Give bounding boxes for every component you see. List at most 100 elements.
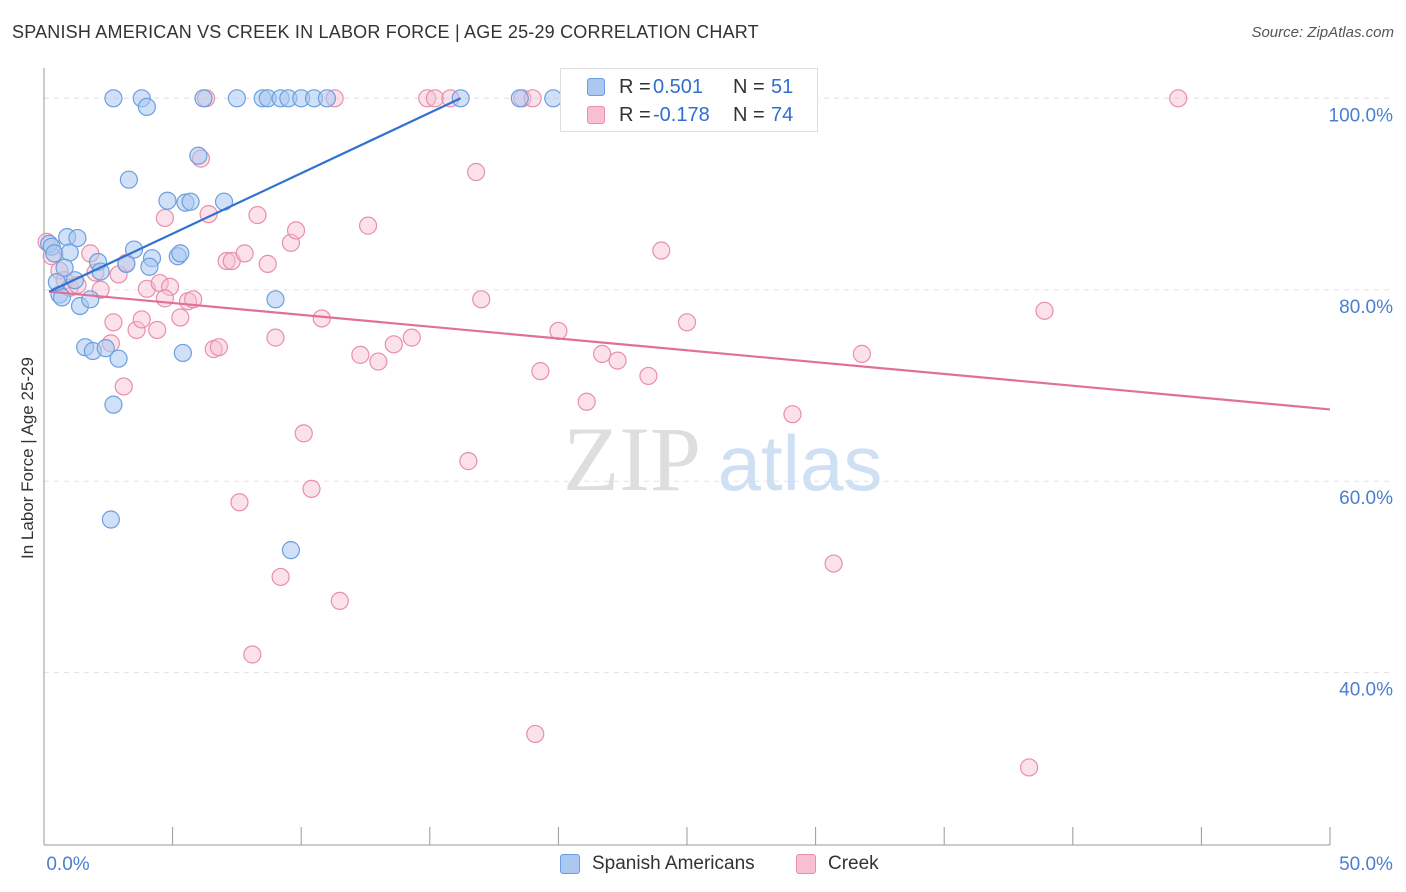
creek-point: [148, 320, 167, 340]
creek-point: [852, 344, 871, 363]
spanish-american-point: [45, 244, 64, 263]
creek-point: [783, 405, 802, 424]
y-tick-label: 100.0%: [1329, 105, 1394, 126]
legend-row-creek: R = -0.178 N = 74: [561, 101, 817, 127]
spanish-american-point: [137, 97, 156, 117]
creek-point: [1169, 89, 1188, 108]
spanish-american-point: [101, 510, 120, 529]
y-tick-label: 80.0%: [1339, 297, 1393, 318]
creek-point: [1019, 758, 1039, 777]
spanish-american-point: [317, 89, 337, 108]
creek-point: [402, 328, 421, 347]
spanish-american-point: [81, 290, 100, 309]
legend-r-label: R =: [619, 104, 651, 126]
creek-point: [369, 352, 388, 371]
trend-lines: [48, 97, 1331, 411]
creek-point: [302, 479, 321, 498]
creek-point: [351, 345, 370, 364]
legend-r-value: -0.178: [653, 104, 710, 126]
creek-point: [472, 290, 491, 309]
chart-title: SPANISH AMERICAN VS CREEK IN LABOR FORCE…: [12, 22, 759, 42]
x-tick-label: 0.0%: [46, 854, 89, 875]
watermark-zip: ZIP: [563, 408, 701, 510]
creek-point: [593, 344, 612, 363]
creek-point: [639, 366, 658, 386]
creek-point: [1035, 301, 1054, 320]
spanish-american-point: [173, 343, 192, 363]
gridlines: [44, 97, 1392, 674]
creek-point: [652, 241, 671, 260]
spanish-american-point: [55, 258, 74, 277]
legend-r-value: 0.501: [653, 76, 704, 98]
creek-point: [294, 424, 313, 443]
spanish-american-point: [68, 228, 87, 248]
series-label-creek: Creek: [828, 853, 879, 874]
creek-trend-line: [49, 290, 1331, 411]
spanish-american-point: [227, 89, 246, 108]
creek-point: [526, 724, 545, 744]
spanish-american-point: [158, 191, 177, 210]
series-label-spanish-americans: Spanish Americans: [592, 853, 755, 874]
source-credit: Source: ZipAtlas.com: [1251, 24, 1394, 41]
y-axis-title: In Labor Force | Age 25-29: [18, 357, 37, 559]
spanish-american-trend-line: [48, 97, 462, 293]
creek-point: [425, 89, 445, 108]
creek-point: [132, 310, 151, 329]
creek-point: [155, 289, 174, 308]
creek-point: [459, 452, 478, 471]
spanish-american-points: [40, 89, 563, 560]
creek-point: [466, 162, 486, 182]
creek-point: [271, 567, 290, 587]
creek-point: [248, 205, 267, 225]
spanish-american-point: [104, 89, 123, 108]
creek-point: [577, 392, 596, 411]
spanish-american-point: [181, 192, 200, 211]
legend-row-spanish-americans: R = 0.501 N = 51: [561, 73, 817, 99]
spanish-american-point: [171, 244, 190, 263]
creek-point: [608, 351, 627, 370]
creek-point: [127, 320, 146, 340]
legend-n-label: N =: [733, 76, 765, 98]
legend-n-value: 74: [771, 104, 794, 126]
legend-n-label: N =: [733, 104, 765, 126]
axes: [43, 68, 1331, 846]
creek-point: [217, 251, 236, 271]
spanish-american-point: [109, 349, 128, 368]
legend-n-value: 51: [771, 76, 794, 98]
creek-point: [243, 645, 262, 664]
spanish-american-point: [119, 170, 138, 189]
legend-swatch-spanish-americans: [587, 78, 605, 96]
series-swatch-spanish-americans: [560, 854, 580, 874]
series-swatch-creek: [796, 854, 816, 874]
creek-point: [330, 591, 349, 610]
stats-legend: R = 0.501 N = 51 R = -0.178 N = 74: [560, 68, 818, 132]
tick-labels: 40.0% 60.0% 80.0% 100.0% 0.0% 50.0%: [46, 105, 1393, 875]
creek-point: [312, 309, 331, 328]
creek-point: [358, 216, 378, 235]
creek-point: [258, 254, 277, 274]
creek-point: [230, 493, 249, 512]
creek-point: [824, 554, 843, 573]
spanish-american-point: [189, 146, 208, 165]
spanish-american-point: [140, 257, 159, 276]
x-tick-label: 50.0%: [1339, 854, 1393, 875]
y-tick-label: 40.0%: [1339, 680, 1393, 701]
creek-point: [160, 277, 180, 296]
creek-point: [114, 377, 133, 396]
spanish-american-point: [266, 290, 285, 309]
spanish-american-point: [104, 395, 123, 414]
creek-point: [155, 208, 174, 228]
creek-point: [104, 313, 123, 332]
creek-point: [171, 308, 190, 327]
creek-point: [209, 338, 228, 357]
creek-point: [384, 335, 403, 354]
creek-point: [677, 313, 697, 332]
spanish-american-point: [281, 541, 301, 560]
legend-r-label: R =: [619, 76, 651, 98]
spanish-american-point: [96, 339, 115, 358]
creek-point: [266, 328, 285, 347]
spanish-american-point: [194, 89, 213, 108]
legend-swatch-creek: [587, 106, 605, 124]
creek-point: [531, 362, 550, 381]
